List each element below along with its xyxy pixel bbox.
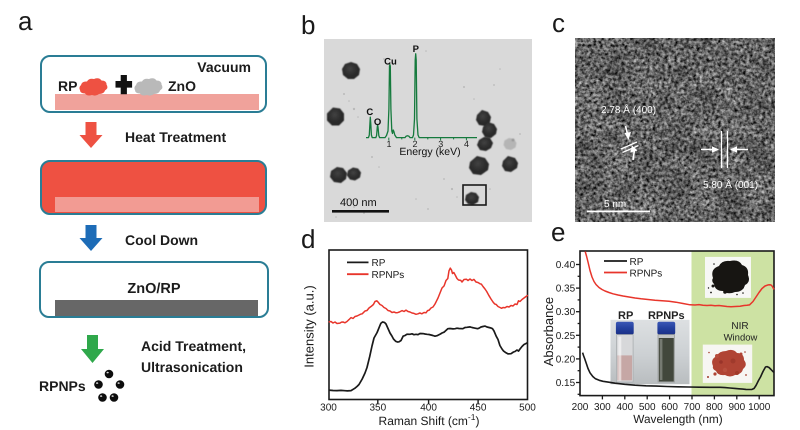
svg-text:NIR: NIR — [731, 321, 748, 332]
svg-text:4: 4 — [464, 139, 469, 149]
svg-text:900: 900 — [728, 402, 745, 413]
svg-text:1: 1 — [386, 139, 391, 149]
svg-text:400 nm: 400 nm — [340, 197, 377, 209]
svg-text:Absorbance: Absorbance — [541, 297, 556, 366]
svg-text:Raman Shift (cm-1): Raman Shift (cm-1) — [379, 412, 480, 428]
svg-text:RP: RP — [372, 258, 386, 269]
svg-text:500: 500 — [519, 403, 536, 414]
svg-text:5.80 Å (001): 5.80 Å (001) — [703, 179, 758, 191]
svg-text:300: 300 — [594, 402, 611, 413]
svg-text:0.30: 0.30 — [556, 307, 576, 318]
svg-text:0.20: 0.20 — [556, 354, 576, 365]
svg-text:5 nm: 5 nm — [604, 199, 626, 210]
svg-text:800: 800 — [706, 402, 723, 413]
svg-text:0.15: 0.15 — [556, 378, 576, 389]
svg-text:3: 3 — [438, 139, 443, 149]
svg-text:700: 700 — [684, 402, 701, 413]
svg-text:300: 300 — [320, 403, 337, 414]
svg-text:Wavelength (nm): Wavelength (nm) — [633, 412, 722, 426]
svg-text:Intensity (a.u.): Intensity (a.u.) — [302, 285, 317, 367]
svg-text:O: O — [374, 117, 381, 128]
svg-text:400: 400 — [420, 403, 437, 414]
svg-text:Cu: Cu — [384, 57, 397, 68]
svg-text:RPNPs: RPNPs — [372, 270, 405, 281]
svg-text:500: 500 — [639, 402, 656, 413]
svg-text:C: C — [366, 107, 373, 118]
svg-text:0.40: 0.40 — [556, 260, 576, 271]
svg-text:350: 350 — [369, 403, 386, 414]
svg-text:P: P — [413, 44, 420, 55]
svg-text:0.25: 0.25 — [556, 331, 576, 342]
svg-text:RP: RP — [618, 310, 633, 322]
svg-text:600: 600 — [661, 402, 678, 413]
svg-text:450: 450 — [470, 403, 487, 414]
svg-text:200: 200 — [572, 402, 589, 413]
svg-text:400: 400 — [616, 402, 633, 413]
svg-text:2: 2 — [412, 139, 417, 149]
svg-text:0.35: 0.35 — [556, 284, 576, 295]
svg-text:RPNPs: RPNPs — [648, 310, 685, 322]
svg-text:2.78 Å (400): 2.78 Å (400) — [601, 104, 656, 116]
svg-text:RPNPs: RPNPs — [630, 268, 663, 279]
svg-text:Energy (keV): Energy (keV) — [399, 146, 460, 158]
svg-text:RP: RP — [630, 257, 644, 268]
svg-text:1000: 1000 — [748, 402, 771, 413]
svg-text:Window: Window — [724, 333, 758, 344]
